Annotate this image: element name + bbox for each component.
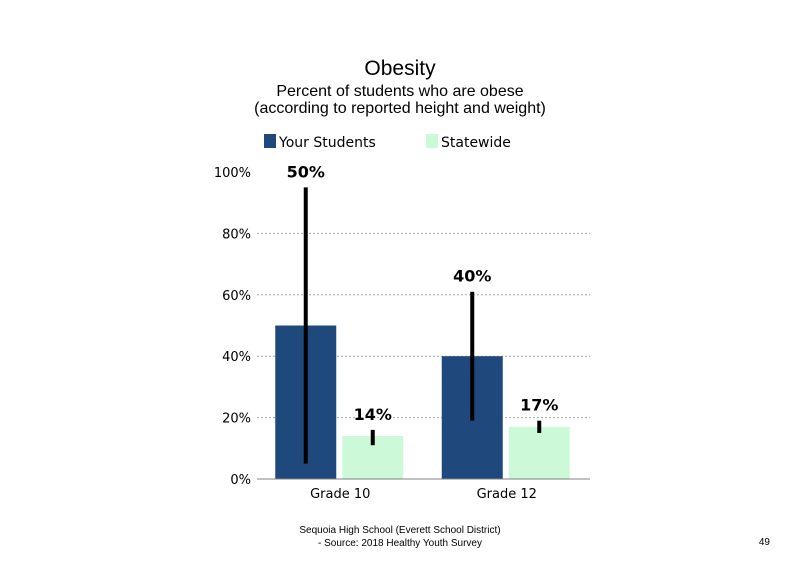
page-number: 49 bbox=[758, 537, 770, 548]
data-label-2-1: 14% bbox=[354, 405, 392, 424]
chart-subtitle-line1: Percent of students who are obese bbox=[276, 83, 524, 100]
legend-label-1: Your Students bbox=[278, 135, 376, 151]
y-tick-label: 40% bbox=[222, 350, 251, 365]
chart-title: Obesity bbox=[364, 57, 436, 80]
legend: Your Students Statewide bbox=[264, 134, 511, 151]
bar-2-2 bbox=[508, 426, 570, 479]
footer-source: - Source: 2018 Healthy Youth Survey bbox=[318, 538, 482, 549]
gridlines bbox=[257, 232, 590, 419]
legend-swatch-1 bbox=[264, 134, 276, 148]
data-label-1-2: 40% bbox=[453, 267, 491, 286]
y-tick-label: 0% bbox=[230, 473, 251, 488]
y-tick-label: 80% bbox=[222, 227, 251, 242]
data-label-2-2: 17% bbox=[520, 396, 558, 415]
x-category-label: Grade 12 bbox=[477, 487, 537, 502]
y-axis: 0% 20% 40% 60% 80% 100% bbox=[214, 166, 251, 488]
x-axis: Grade 10 Grade 12 bbox=[257, 478, 590, 502]
data-label-1-1: 50% bbox=[287, 162, 325, 181]
legend-label-2: Statewide bbox=[441, 135, 511, 151]
chart-subtitle-line2: (according to reported height and weight… bbox=[254, 100, 546, 117]
y-tick-label: 60% bbox=[222, 289, 251, 304]
x-category-label: Grade 10 bbox=[310, 487, 370, 502]
y-tick-label: 100% bbox=[214, 166, 251, 181]
bars: 50% 14% 40% 17% bbox=[275, 162, 570, 479]
y-tick-label: 20% bbox=[222, 412, 251, 427]
legend-swatch-2 bbox=[426, 134, 438, 148]
footer-school: Sequoia High School (Everett School Dist… bbox=[299, 525, 501, 536]
